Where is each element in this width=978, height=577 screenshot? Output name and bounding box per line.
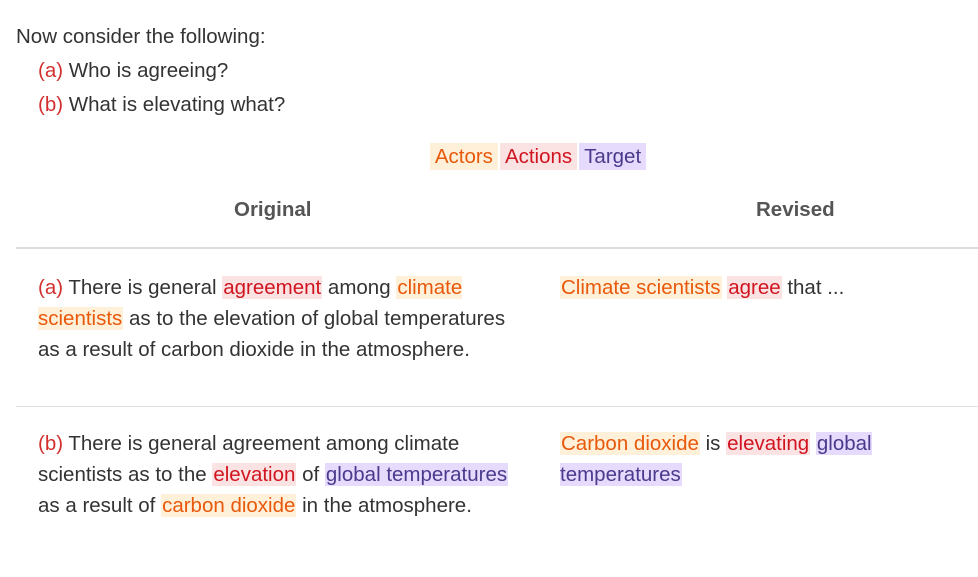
question-a: (a) Who is agreeing? — [16, 54, 285, 88]
intro-prompt: Now consider the following: — [16, 25, 266, 48]
actor-highlight: carbon dioxide — [161, 494, 297, 517]
row-divider — [16, 406, 978, 407]
text: There is general agreement among climate… — [38, 432, 460, 486]
column-header-original: Original — [234, 198, 312, 221]
action-highlight: elevating — [726, 432, 811, 455]
question-text: What is elevating what? — [68, 93, 286, 116]
row-b-revised: Carbon dioxide is elevating global tempe… — [560, 428, 970, 490]
text: of — [296, 463, 325, 486]
text: There is general — [63, 276, 223, 299]
question-text: Who is agreeing? — [68, 59, 229, 82]
action-highlight: agree — [727, 276, 782, 299]
text: in the atmosphere. — [296, 494, 472, 517]
action-highlight: elevation — [212, 463, 297, 486]
text: among — [322, 276, 397, 299]
actor-highlight: Carbon dioxide — [560, 432, 700, 455]
text: is — [699, 432, 727, 455]
text: as a result of — [38, 494, 162, 517]
row-label: (a) — [38, 276, 64, 299]
actor-highlight: Climate scientists — [560, 276, 722, 299]
row-a-original: (a) There is general agreement among cli… — [38, 272, 528, 365]
row-label: (b) — [38, 432, 64, 455]
intro: Now consider the following: (a) Who is a… — [16, 20, 285, 122]
header-divider — [16, 247, 978, 249]
question-b: (b) What is elevating what? — [16, 88, 285, 122]
legend-actions: Actions — [499, 143, 578, 170]
text: that ... — [781, 276, 845, 299]
action-highlight: agreement — [222, 276, 323, 299]
question-label: (b) — [38, 93, 64, 116]
text: as to the elevation of global temperatur… — [38, 307, 506, 361]
question-label: (a) — [38, 59, 64, 82]
row-a-revised: Climate scientists agree that ... — [560, 272, 970, 303]
legend: Actors Actions Target — [0, 142, 978, 172]
legend-target: Target — [579, 143, 647, 170]
legend-actors: Actors — [429, 143, 498, 170]
column-header-revised: Revised — [756, 198, 835, 221]
target-highlight: global temperatures — [324, 463, 509, 486]
row-b-original: (b) There is general agreement among cli… — [38, 428, 528, 521]
